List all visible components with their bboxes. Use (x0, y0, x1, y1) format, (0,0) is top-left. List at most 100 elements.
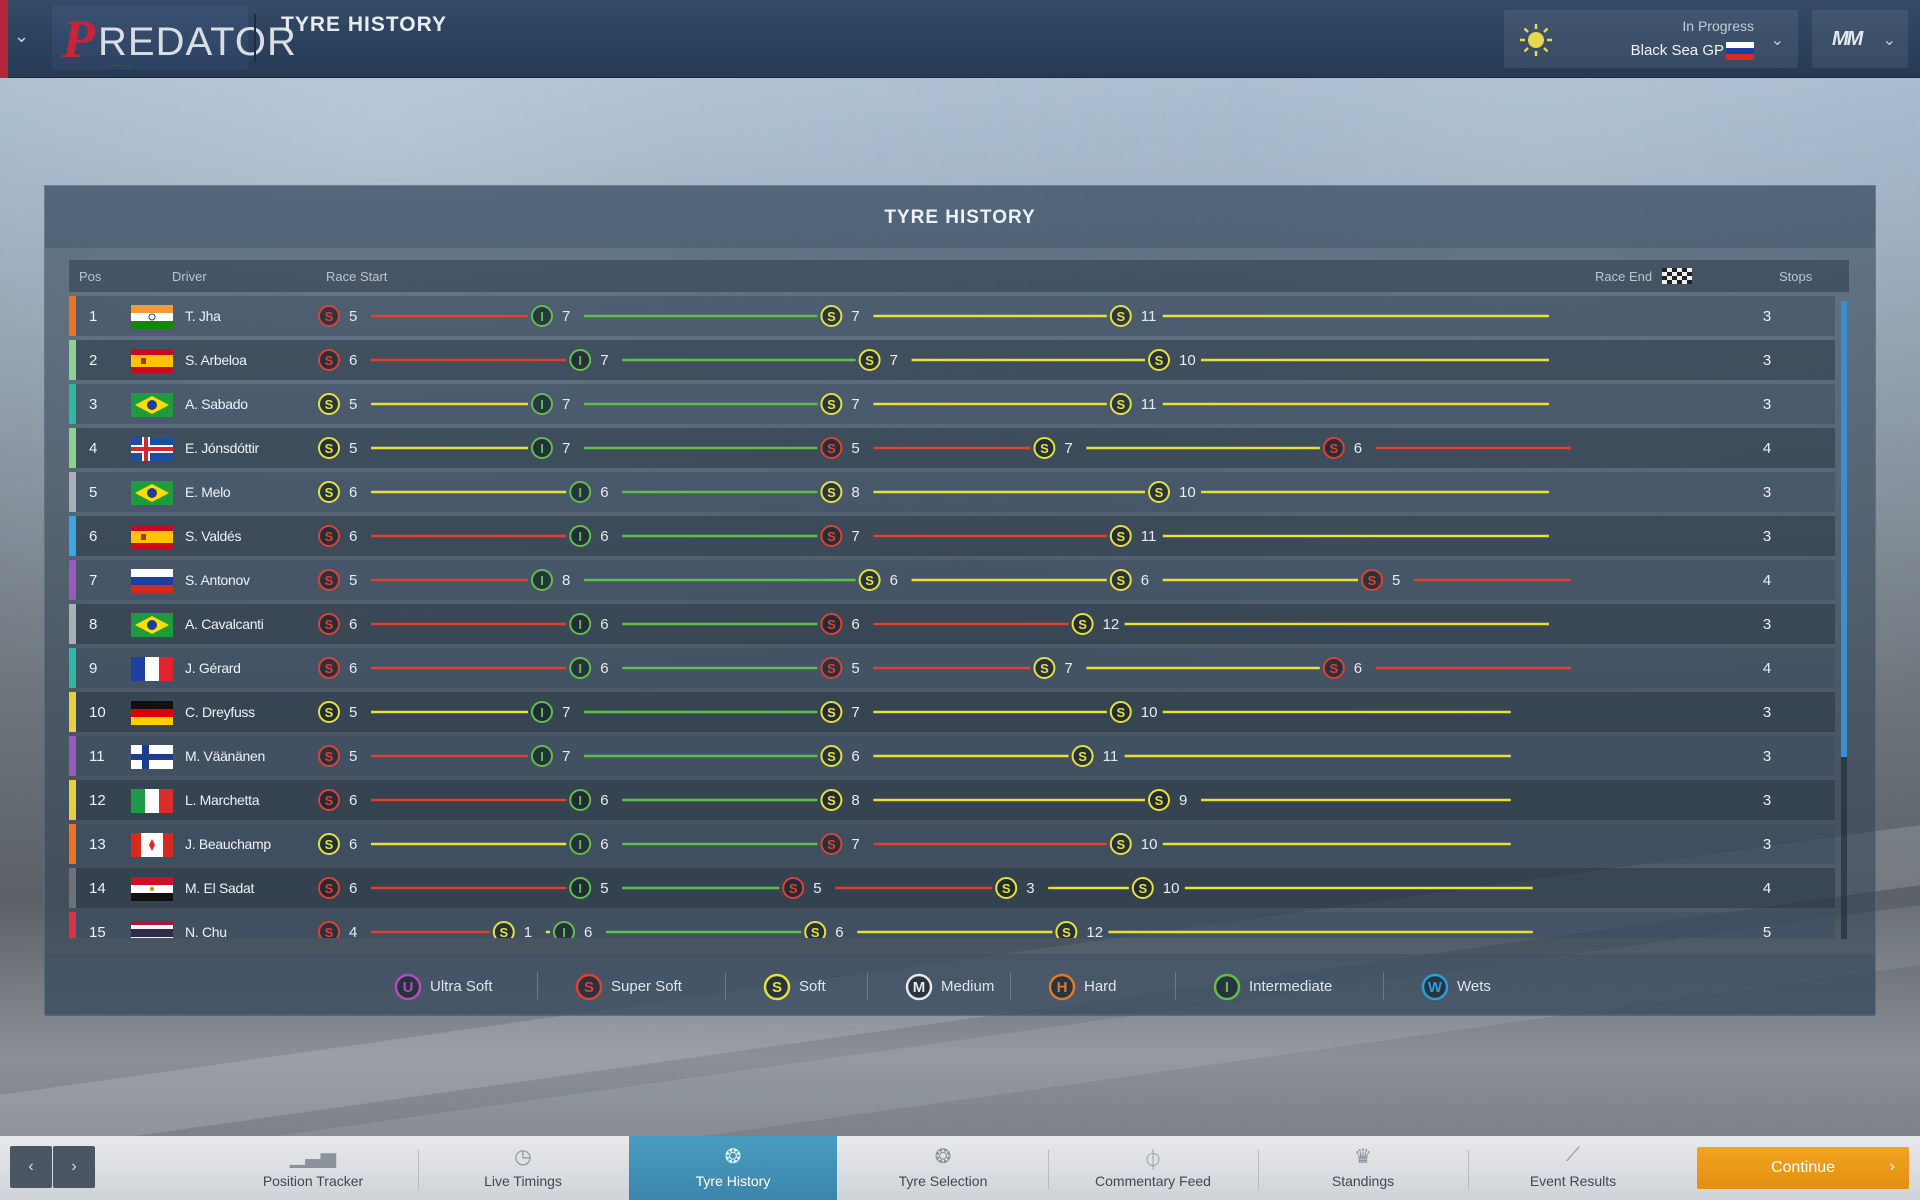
stint-laps: 5 (349, 308, 357, 325)
svg-text:I: I (1225, 979, 1229, 996)
stint-laps: 7 (562, 704, 570, 721)
event-selector[interactable]: In Progress Black Sea GP ⌄ (1504, 10, 1798, 68)
stint-laps: 12 (1086, 924, 1103, 938)
france-flag-icon (131, 657, 173, 681)
tyre-compound-icon (569, 349, 592, 371)
tyre-compound-letter: S (1040, 441, 1049, 456)
legend-label: Intermediate (1249, 978, 1333, 995)
svg-text:W: W (1428, 979, 1443, 996)
next-button[interactable]: › (53, 1146, 95, 1188)
stint-laps: 10 (1141, 704, 1158, 721)
india-flag-icon (131, 305, 173, 329)
continue-button[interactable]: Continue › (1697, 1147, 1909, 1189)
table-row[interactable]: 6 S. Valdés 3 S 6 I 6 S 7 S 11 (69, 516, 1835, 556)
stint-laps: 7 (851, 308, 859, 325)
team-logo-initial: P (62, 9, 95, 69)
tyre-compound-letter: S (1329, 661, 1338, 676)
driver-name: A. Sabado (185, 396, 248, 412)
tyre-compound-icon (318, 393, 340, 415)
position: 14 (89, 880, 106, 897)
chevron-down-icon[interactable]: ⌄ (14, 26, 30, 46)
table-row[interactable]: 1 T. Jha 3 S 5 I 7 S 7 S 11 (69, 296, 1835, 336)
team-color-bar (69, 824, 76, 864)
tyre-compound-letter: I (540, 309, 544, 324)
tyre-compound-letter: S (1078, 749, 1087, 764)
tyre-compound-icon (820, 789, 843, 811)
tyre-compound-letter: S (1155, 485, 1164, 500)
table-row[interactable]: 11 M. Väänänen 3 S 5 I 7 S 6 S 11 (69, 736, 1835, 776)
driver-name: S. Antonov (185, 572, 250, 588)
stops-count: 3 (1762, 528, 1772, 545)
tyre-stint: S 12 (1071, 613, 1549, 635)
tab-tyre-selection[interactable]: ❂ Tyre Selection (839, 1136, 1047, 1200)
tyre-compound-icon (820, 701, 843, 723)
table-row[interactable]: 14 M. El Sadat 4 S 6 I 5 S 5 S 3 S 10 (69, 868, 1835, 908)
legend-divider (1175, 972, 1176, 1000)
top-bar: ⌄ P REDATOR ——— TYRE HISTORY In Progress… (0, 0, 1920, 78)
driver-name: L. Marchetta (185, 792, 260, 808)
tyre-compound-icon (1131, 877, 1154, 899)
tyre-compound-letter: S (827, 485, 836, 500)
table-row[interactable]: 10 C. Dreyfuss 3 S 5 I 7 S 7 S 10 (69, 692, 1835, 732)
main-menu-button[interactable]: MM ⌄ (1812, 10, 1908, 68)
team-color-bar (69, 868, 76, 908)
tyre-stint: S 10 (1109, 833, 1511, 855)
tab-live-timings[interactable]: ◷ Live Timings (419, 1136, 627, 1200)
stint-laps: 7 (851, 396, 859, 413)
svg-text:U: U (403, 979, 414, 996)
table-row[interactable]: 15 N. Chu 5 S 4 S 1 I 6 S 6 S 12 (69, 912, 1835, 938)
tyre-compound-icon (318, 745, 340, 767)
stint-laps: 6 (349, 836, 357, 853)
tyre-compound-icon (1148, 349, 1170, 371)
team-color-bar (69, 296, 76, 336)
tab-commentary-feed[interactable]: ⏀ Commentary Feed (1049, 1136, 1257, 1200)
table-row[interactable]: 5 E. Melo 3 S 6 I 6 S 8 S 10 (69, 472, 1835, 512)
stint-laps: 5 (349, 440, 357, 457)
team-logo[interactable]: P REDATOR ——— (52, 6, 296, 70)
stint-laps: 6 (600, 528, 608, 545)
tyre-compound-icon (820, 393, 843, 415)
position: 5 (89, 484, 98, 501)
scrollbar-thumb[interactable] (1841, 301, 1847, 757)
svg-text:S: S (772, 979, 782, 996)
tyre-compound-icon: H (1048, 973, 1076, 1001)
tab-position-tracker[interactable]: ▁▃▅ Position Tracker (209, 1136, 417, 1200)
tyre-stint: S 10 (1148, 481, 1549, 503)
tyre-history-panel: TYRE HISTORY Pos Driver Race Start Race … (44, 185, 1876, 1016)
tab-standings[interactable]: ♛ Standings (1259, 1136, 1467, 1200)
tyre-compound-letter: S (1155, 353, 1164, 368)
table-row[interactable]: 13 J. Beauchamp 3 S 6 I 6 S 7 S 10 (69, 824, 1835, 864)
finland-flag-icon (131, 745, 173, 769)
tab-event-results[interactable]: ⟋ Event Results (1469, 1136, 1677, 1200)
table-row[interactable]: 8 A. Cavalcanti 3 S 6 I 6 S 6 S 12 (69, 604, 1835, 644)
table-row[interactable]: 3 A. Sabado 3 S 5 I 7 S 7 S 11 (69, 384, 1835, 424)
col-driver: Driver (172, 269, 207, 284)
stint-laps: 6 (600, 660, 608, 677)
driver-name: J. Gérard (185, 660, 241, 676)
egypt-flag-icon (131, 877, 173, 901)
stint-laps: 6 (1354, 660, 1362, 677)
tyre-compound-icon (531, 701, 553, 723)
tab-label: Tyre History (695, 1173, 771, 1189)
tyre-stint: S 10 (1148, 349, 1549, 371)
table-row[interactable]: 2 S. Arbeloa 3 S 6 I 7 S 7 S 10 (69, 340, 1835, 380)
tab-tyre-history[interactable]: ❂ Tyre History (629, 1136, 837, 1200)
prev-button[interactable]: ‹ (10, 1146, 52, 1188)
stops-count: 4 (1762, 440, 1772, 457)
